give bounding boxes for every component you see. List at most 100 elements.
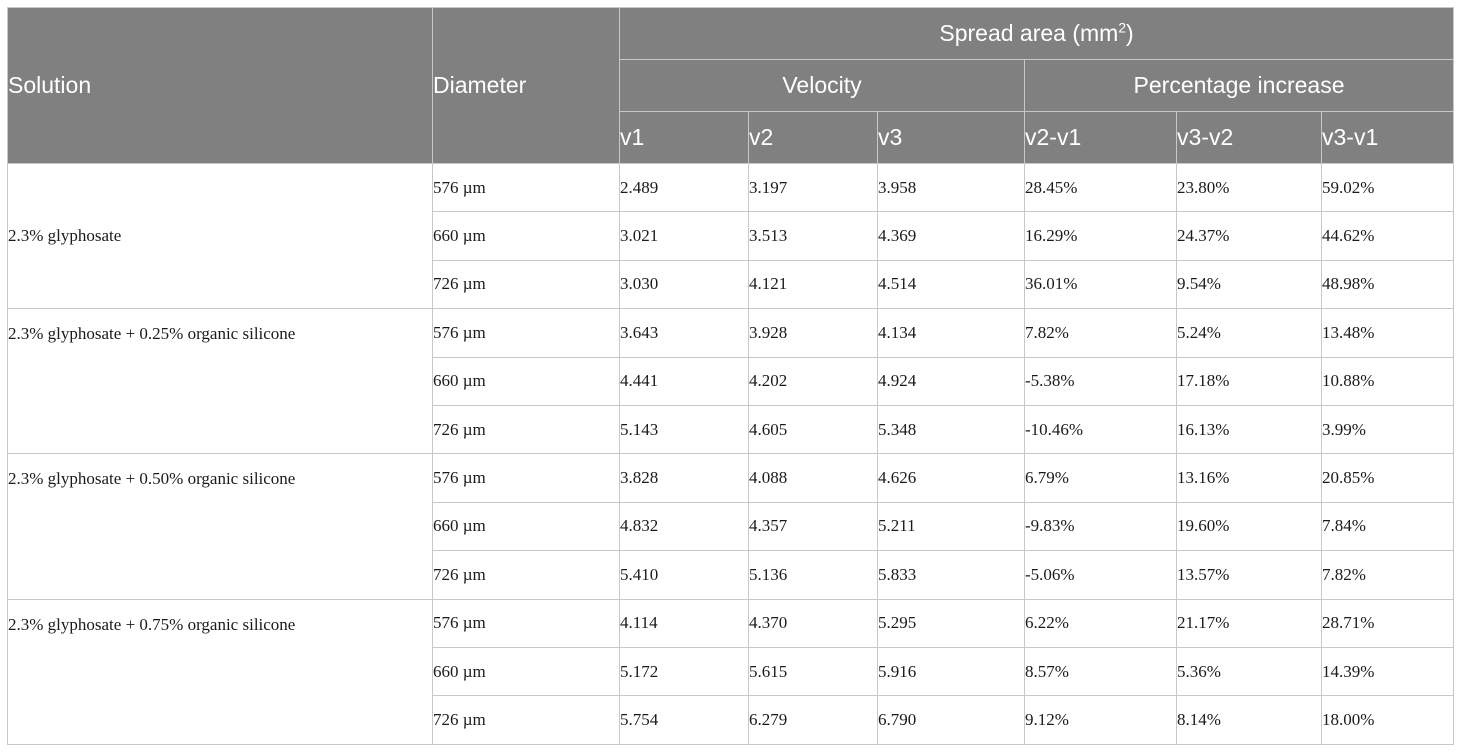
- table-row: 660 µm 5.172 5.615 5.916 8.57% 5.36% 14.…: [8, 646, 1455, 697]
- v3-v1-cell: 14.39%: [1320, 646, 1455, 697]
- v2-v1-cell: -5.38%: [1024, 356, 1177, 406]
- solution-cell: 2.3% glyphosate: [7, 162, 433, 310]
- diameter-cell: 576 µm: [432, 162, 620, 213]
- v2-v1-cell: 6.22%: [1024, 598, 1177, 648]
- v3-cell: 4.369: [877, 211, 1025, 261]
- header-v3: v3: [877, 111, 1025, 164]
- v3-v1-cell: 3.99%: [1320, 404, 1455, 455]
- v3-v2-cell: 19.60%: [1176, 501, 1322, 552]
- v3-v2-cell: 21.17%: [1176, 598, 1322, 648]
- v2-cell: 4.121: [748, 259, 878, 310]
- diameter-cell: 660 µm: [432, 501, 620, 552]
- v2-cell: 3.513: [748, 211, 878, 261]
- v2-cell: 3.928: [748, 308, 878, 358]
- v2-v1-cell: -10.46%: [1024, 404, 1177, 455]
- v3-cell: 5.211: [877, 501, 1025, 552]
- v2-v1-cell: 28.45%: [1024, 162, 1177, 213]
- header-v1: v1: [619, 111, 749, 164]
- table-row: 660 µm 4.832 4.357 5.211 -9.83% 19.60% 7…: [8, 501, 1455, 552]
- v3-cell: 4.924: [877, 356, 1025, 406]
- v2-v1-cell: 9.12%: [1024, 695, 1177, 745]
- v3-v1-cell: 59.02%: [1320, 162, 1455, 213]
- v2-cell: 3.197: [748, 162, 878, 213]
- v2-cell: 4.605: [748, 404, 878, 455]
- diameter-cell: 576 µm: [432, 453, 620, 503]
- v1-cell: 5.754: [619, 695, 749, 745]
- diameter-cell: 726 µm: [432, 404, 620, 455]
- v3-v2-cell: 5.36%: [1176, 646, 1322, 697]
- v3-v1-cell: 48.98%: [1320, 259, 1455, 310]
- v3-v2-cell: 8.14%: [1176, 695, 1322, 745]
- header-spread-area-text: Spread area (mm: [939, 20, 1119, 46]
- v3-cell: 4.626: [877, 453, 1025, 503]
- v3-v2-cell: 23.80%: [1176, 162, 1322, 213]
- table-row: 660 µm 3.021 3.513 4.369 16.29% 24.37% 4…: [8, 211, 1455, 261]
- table-body: 2.3% glyphosate 576 µm 2.489 3.197 3.958…: [7, 162, 1455, 745]
- v2-v1-cell: 36.01%: [1024, 259, 1177, 310]
- v3-v2-cell: 24.37%: [1176, 211, 1322, 261]
- v3-v2-cell: 13.57%: [1176, 550, 1322, 600]
- header-v2: v2: [748, 111, 878, 164]
- v1-cell: 3.030: [619, 259, 749, 310]
- diameter-cell: 576 µm: [432, 308, 620, 358]
- table-row: 726 µm 5.143 4.605 5.348 -10.46% 16.13% …: [8, 404, 1455, 455]
- v3-cell: 5.833: [877, 550, 1025, 600]
- v2-v1-cell: -9.83%: [1024, 501, 1177, 552]
- diameter-cell: 726 µm: [432, 695, 620, 745]
- table-row: 2.3% glyphosate + 0.50% organic silicone…: [7, 453, 1455, 600]
- header-diameter: Diameter: [432, 7, 620, 164]
- header-v2-v1: v2-v1: [1024, 111, 1177, 164]
- solution-cell: 2.3% glyphosate + 0.25% organic silicone: [7, 308, 433, 455]
- header-spread-area-close: ): [1126, 20, 1134, 46]
- v3-v2-cell: 9.54%: [1176, 259, 1322, 310]
- v1-cell: 5.172: [619, 646, 749, 697]
- solution-cell: 2.3% glyphosate + 0.50% organic silicone: [7, 453, 433, 600]
- table-row: 2.3% glyphosate 576 µm 2.489 3.197 3.958…: [7, 162, 1455, 310]
- v1-cell: 5.410: [619, 550, 749, 600]
- v3-v2-cell: 13.16%: [1176, 453, 1322, 503]
- v3-v1-cell: 28.71%: [1320, 598, 1455, 648]
- v2-cell: 4.088: [748, 453, 878, 503]
- table-row: 726 µm 5.754 6.279 6.790 9.12% 8.14% 18.…: [8, 695, 1455, 745]
- diameter-cell: 660 µm: [432, 646, 620, 697]
- data-table: Solution Diameter Spread area (mm2) Velo…: [7, 7, 1455, 745]
- v3-v2-cell: 16.13%: [1176, 404, 1322, 455]
- v2-v1-cell: 8.57%: [1024, 646, 1177, 697]
- header-v3-v2: v3-v2: [1176, 111, 1322, 164]
- table-header: Solution Diameter Spread area (mm2) Velo…: [7, 7, 1455, 164]
- v1-cell: 5.143: [619, 404, 749, 455]
- v1-cell: 4.832: [619, 501, 749, 552]
- solution-cell: 2.3% glyphosate + 0.75% organic silicone: [7, 598, 433, 745]
- v2-cell: 4.202: [748, 356, 878, 406]
- v1-cell: 3.021: [619, 211, 749, 261]
- diameter-cell: 660 µm: [432, 356, 620, 406]
- v2-cell: 5.136: [748, 550, 878, 600]
- header-percentage-increase: Percentage increase: [1023, 59, 1455, 112]
- diameter-cell: 660 µm: [432, 211, 620, 261]
- v3-cell: 5.295: [877, 598, 1025, 648]
- v3-v1-cell: 20.85%: [1320, 453, 1455, 503]
- v3-v1-cell: 7.82%: [1320, 550, 1455, 600]
- v1-cell: 2.489: [619, 162, 749, 213]
- v1-cell: 4.114: [619, 598, 749, 648]
- v2-v1-cell: 16.29%: [1024, 211, 1177, 261]
- v3-v2-cell: 17.18%: [1176, 356, 1322, 406]
- header-solution: Solution: [7, 7, 433, 164]
- v1-cell: 4.441: [619, 356, 749, 406]
- v2-v1-cell: 6.79%: [1024, 453, 1177, 503]
- diameter-cell: 726 µm: [432, 550, 620, 600]
- header-spread-area-sup: 2: [1118, 20, 1127, 36]
- v3-v1-cell: 44.62%: [1320, 211, 1455, 261]
- v3-cell: 4.134: [877, 308, 1025, 358]
- header-v3-v1: v3-v1: [1320, 111, 1455, 164]
- v3-cell: 6.790: [877, 695, 1025, 745]
- header-velocity: Velocity: [619, 59, 1025, 112]
- v1-cell: 3.828: [619, 453, 749, 503]
- table-row: 726 µm 3.030 4.121 4.514 36.01% 9.54% 48…: [8, 259, 1455, 310]
- v1-cell: 3.643: [619, 308, 749, 358]
- v3-cell: 3.958: [877, 162, 1025, 213]
- v3-v1-cell: 7.84%: [1320, 501, 1455, 552]
- v2-cell: 4.357: [748, 501, 878, 552]
- v3-v2-cell: 5.24%: [1176, 308, 1322, 358]
- v3-cell: 5.348: [877, 404, 1025, 455]
